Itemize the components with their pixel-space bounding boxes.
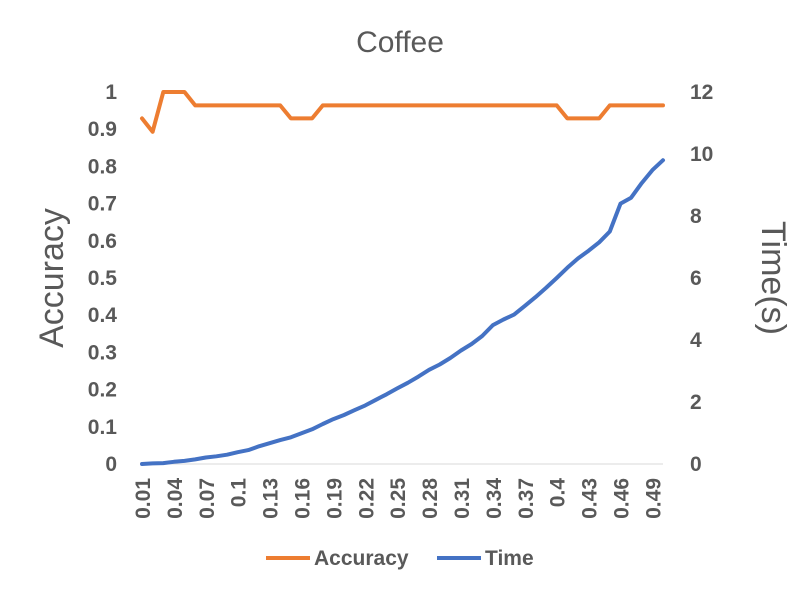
y-axis-title: Accuracy xyxy=(33,208,71,348)
x-tick-label: 0.1 xyxy=(228,478,251,508)
chart-title: Coffee xyxy=(356,26,444,59)
series-line-time xyxy=(140,158,665,466)
y-tick-label: 0.2 xyxy=(88,379,117,402)
y2-tick-label: 2 xyxy=(690,391,702,414)
y2-tick-label: 6 xyxy=(690,267,702,290)
legend: Accuracy Time xyxy=(266,547,534,570)
x-tick-labels: 0.01 0.04 0.07 0.1 0.13 0.16 0.19 0.22 0.25 0.28 0… xyxy=(132,478,665,519)
y2-tick-label: 4 xyxy=(690,329,702,352)
x-tick-label: 0.43 xyxy=(579,478,602,519)
y-tick-label: 0.8 xyxy=(88,155,118,178)
y-tick-label: 0.1 xyxy=(88,416,118,439)
x-tick-label: 0.22 xyxy=(355,478,378,519)
x-tick-label: 0.25 xyxy=(387,478,410,519)
x-tick-label: 0.28 xyxy=(419,478,442,519)
y-tick-labels: 0 0.1 0.2 0.3 0.4 0.5 0.6 0.7 0.8 0.9 1 xyxy=(88,81,118,476)
legend-label-time: Time xyxy=(485,547,534,570)
y2-axis-title: Time(s) xyxy=(754,221,792,335)
x-tick-label: 0.34 xyxy=(483,478,506,519)
x-tick-label: 0.31 xyxy=(451,478,474,519)
x-tick-label: 0.07 xyxy=(196,478,219,519)
x-tick-label: 0.49 xyxy=(642,478,665,519)
y-tick-label: 0.5 xyxy=(88,267,118,290)
y2-tick-labels: 0 2 4 6 8 10 12 xyxy=(690,81,713,476)
y2-tick-label: 10 xyxy=(690,143,713,166)
x-tick-label: 0.01 xyxy=(132,478,155,519)
y2-tick-label: 0 xyxy=(690,453,702,476)
x-tick-label: 0.13 xyxy=(260,478,283,519)
y-tick-label: 0 xyxy=(105,453,117,476)
x-tick-label: 0.04 xyxy=(164,478,187,519)
x-tick-label: 0.19 xyxy=(323,478,346,519)
y2-tick-label: 8 xyxy=(690,205,702,228)
y-tick-label: 0.9 xyxy=(88,118,117,141)
x-tick-label: 0.37 xyxy=(515,478,538,519)
y-tick-label: 0.4 xyxy=(88,304,118,327)
series-line-accuracy xyxy=(140,90,665,134)
y-tick-label: 0.7 xyxy=(88,193,117,216)
y2-tick-label: 12 xyxy=(690,81,713,104)
y-tick-label: 0.6 xyxy=(88,230,117,253)
x-tick-label: 0.4 xyxy=(547,478,570,508)
legend-label-accuracy: Accuracy xyxy=(314,547,409,570)
y-tick-label: 1 xyxy=(105,81,117,104)
series-lines xyxy=(140,90,665,466)
y-tick-label: 0.3 xyxy=(88,341,117,364)
x-tick-label: 0.16 xyxy=(291,478,314,519)
x-tick-label: 0.46 xyxy=(610,478,633,519)
